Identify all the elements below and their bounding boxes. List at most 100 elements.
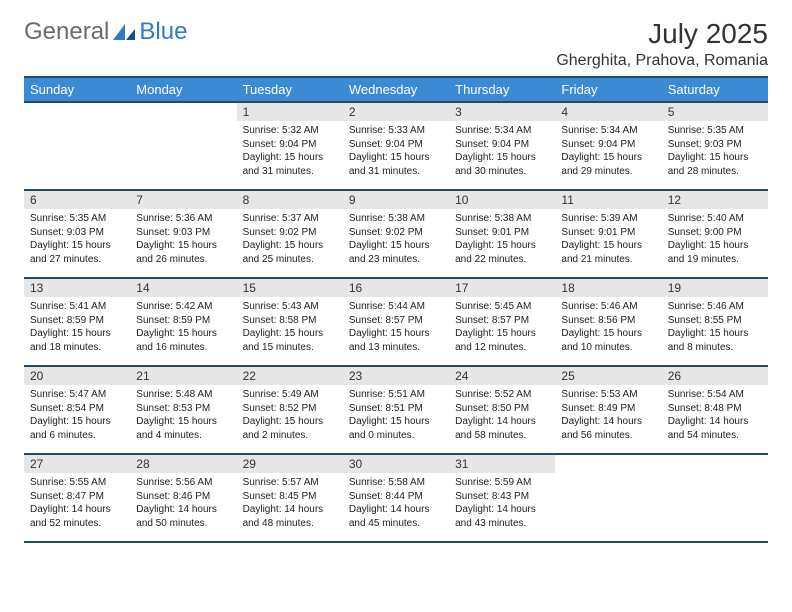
header: General Blue July 2025 Gherghita, Prahov… — [24, 18, 768, 70]
calendar-empty-cell — [24, 102, 130, 190]
calendar-day-cell: 31Sunrise: 5:59 AMSunset: 8:43 PMDayligh… — [449, 454, 555, 542]
month-title: July 2025 — [556, 18, 768, 50]
day-number: 19 — [662, 279, 768, 297]
calendar-day-cell: 13Sunrise: 5:41 AMSunset: 8:59 PMDayligh… — [24, 278, 130, 366]
day-number: 20 — [24, 367, 130, 385]
day-number: 27 — [24, 455, 130, 473]
calendar-day-cell: 21Sunrise: 5:48 AMSunset: 8:53 PMDayligh… — [130, 366, 236, 454]
day-details: Sunrise: 5:49 AMSunset: 8:52 PMDaylight:… — [237, 385, 343, 446]
day-number: 14 — [130, 279, 236, 297]
weekday-header: Sunday — [24, 77, 130, 102]
calendar-week-row: 1Sunrise: 5:32 AMSunset: 9:04 PMDaylight… — [24, 102, 768, 190]
day-number: 12 — [662, 191, 768, 209]
calendar-day-cell: 29Sunrise: 5:57 AMSunset: 8:45 PMDayligh… — [237, 454, 343, 542]
calendar-day-cell: 5Sunrise: 5:35 AMSunset: 9:03 PMDaylight… — [662, 102, 768, 190]
day-number: 10 — [449, 191, 555, 209]
day-details: Sunrise: 5:55 AMSunset: 8:47 PMDaylight:… — [24, 473, 130, 534]
calendar-day-cell: 18Sunrise: 5:46 AMSunset: 8:56 PMDayligh… — [555, 278, 661, 366]
day-details: Sunrise: 5:35 AMSunset: 9:03 PMDaylight:… — [24, 209, 130, 270]
weekday-header: Friday — [555, 77, 661, 102]
calendar-day-cell: 28Sunrise: 5:56 AMSunset: 8:46 PMDayligh… — [130, 454, 236, 542]
calendar-day-cell: 10Sunrise: 5:38 AMSunset: 9:01 PMDayligh… — [449, 190, 555, 278]
calendar-day-cell: 19Sunrise: 5:46 AMSunset: 8:55 PMDayligh… — [662, 278, 768, 366]
day-number: 31 — [449, 455, 555, 473]
calendar-body: 1Sunrise: 5:32 AMSunset: 9:04 PMDaylight… — [24, 102, 768, 542]
day-details: Sunrise: 5:53 AMSunset: 8:49 PMDaylight:… — [555, 385, 661, 446]
day-details: Sunrise: 5:52 AMSunset: 8:50 PMDaylight:… — [449, 385, 555, 446]
day-details: Sunrise: 5:37 AMSunset: 9:02 PMDaylight:… — [237, 209, 343, 270]
weekday-header: Saturday — [662, 77, 768, 102]
day-details: Sunrise: 5:57 AMSunset: 8:45 PMDaylight:… — [237, 473, 343, 534]
day-details: Sunrise: 5:59 AMSunset: 8:43 PMDaylight:… — [449, 473, 555, 534]
weekday-header: Monday — [130, 77, 236, 102]
calendar-day-cell: 4Sunrise: 5:34 AMSunset: 9:04 PMDaylight… — [555, 102, 661, 190]
calendar-day-cell: 12Sunrise: 5:40 AMSunset: 9:00 PMDayligh… — [662, 190, 768, 278]
day-number: 16 — [343, 279, 449, 297]
day-number: 28 — [130, 455, 236, 473]
calendar-day-cell: 16Sunrise: 5:44 AMSunset: 8:57 PMDayligh… — [343, 278, 449, 366]
calendar-day-cell: 9Sunrise: 5:38 AMSunset: 9:02 PMDaylight… — [343, 190, 449, 278]
calendar-table: SundayMondayTuesdayWednesdayThursdayFrid… — [24, 76, 768, 543]
day-number: 22 — [237, 367, 343, 385]
day-number: 25 — [555, 367, 661, 385]
calendar-week-row: 20Sunrise: 5:47 AMSunset: 8:54 PMDayligh… — [24, 366, 768, 454]
day-number: 29 — [237, 455, 343, 473]
brand-part2: Blue — [139, 18, 187, 46]
day-details: Sunrise: 5:46 AMSunset: 8:55 PMDaylight:… — [662, 297, 768, 358]
day-number: 3 — [449, 103, 555, 121]
calendar-day-cell: 30Sunrise: 5:58 AMSunset: 8:44 PMDayligh… — [343, 454, 449, 542]
calendar-week-row: 6Sunrise: 5:35 AMSunset: 9:03 PMDaylight… — [24, 190, 768, 278]
day-details: Sunrise: 5:39 AMSunset: 9:01 PMDaylight:… — [555, 209, 661, 270]
day-details: Sunrise: 5:35 AMSunset: 9:03 PMDaylight:… — [662, 121, 768, 182]
day-number: 13 — [24, 279, 130, 297]
day-details: Sunrise: 5:40 AMSunset: 9:00 PMDaylight:… — [662, 209, 768, 270]
calendar-empty-cell — [555, 454, 661, 542]
day-number: 7 — [130, 191, 236, 209]
day-number: 23 — [343, 367, 449, 385]
day-details: Sunrise: 5:56 AMSunset: 8:46 PMDaylight:… — [130, 473, 236, 534]
calendar-day-cell: 11Sunrise: 5:39 AMSunset: 9:01 PMDayligh… — [555, 190, 661, 278]
weekday-header: Tuesday — [237, 77, 343, 102]
day-number: 17 — [449, 279, 555, 297]
day-details: Sunrise: 5:58 AMSunset: 8:44 PMDaylight:… — [343, 473, 449, 534]
calendar-empty-cell — [130, 102, 236, 190]
day-details: Sunrise: 5:34 AMSunset: 9:04 PMDaylight:… — [449, 121, 555, 182]
calendar-day-cell: 1Sunrise: 5:32 AMSunset: 9:04 PMDaylight… — [237, 102, 343, 190]
day-details: Sunrise: 5:47 AMSunset: 8:54 PMDaylight:… — [24, 385, 130, 446]
day-details: Sunrise: 5:34 AMSunset: 9:04 PMDaylight:… — [555, 121, 661, 182]
weekday-header: Thursday — [449, 77, 555, 102]
day-details: Sunrise: 5:42 AMSunset: 8:59 PMDaylight:… — [130, 297, 236, 358]
calendar-day-cell: 17Sunrise: 5:45 AMSunset: 8:57 PMDayligh… — [449, 278, 555, 366]
title-block: July 2025 Gherghita, Prahova, Romania — [556, 18, 768, 70]
day-details: Sunrise: 5:44 AMSunset: 8:57 PMDaylight:… — [343, 297, 449, 358]
calendar-header: SundayMondayTuesdayWednesdayThursdayFrid… — [24, 77, 768, 102]
calendar-day-cell: 15Sunrise: 5:43 AMSunset: 8:58 PMDayligh… — [237, 278, 343, 366]
brand-logo: General Blue — [24, 18, 187, 46]
day-number: 11 — [555, 191, 661, 209]
calendar-day-cell: 6Sunrise: 5:35 AMSunset: 9:03 PMDaylight… — [24, 190, 130, 278]
calendar-page: General Blue July 2025 Gherghita, Prahov… — [0, 0, 792, 543]
calendar-day-cell: 24Sunrise: 5:52 AMSunset: 8:50 PMDayligh… — [449, 366, 555, 454]
calendar-day-cell: 25Sunrise: 5:53 AMSunset: 8:49 PMDayligh… — [555, 366, 661, 454]
weekday-header: Wednesday — [343, 77, 449, 102]
day-details: Sunrise: 5:33 AMSunset: 9:04 PMDaylight:… — [343, 121, 449, 182]
calendar-day-cell: 14Sunrise: 5:42 AMSunset: 8:59 PMDayligh… — [130, 278, 236, 366]
calendar-day-cell: 26Sunrise: 5:54 AMSunset: 8:48 PMDayligh… — [662, 366, 768, 454]
day-number: 2 — [343, 103, 449, 121]
day-details: Sunrise: 5:41 AMSunset: 8:59 PMDaylight:… — [24, 297, 130, 358]
day-number: 15 — [237, 279, 343, 297]
day-number: 6 — [24, 191, 130, 209]
calendar-day-cell: 22Sunrise: 5:49 AMSunset: 8:52 PMDayligh… — [237, 366, 343, 454]
day-details: Sunrise: 5:54 AMSunset: 8:48 PMDaylight:… — [662, 385, 768, 446]
calendar-week-row: 27Sunrise: 5:55 AMSunset: 8:47 PMDayligh… — [24, 454, 768, 542]
day-number: 26 — [662, 367, 768, 385]
calendar-day-cell: 20Sunrise: 5:47 AMSunset: 8:54 PMDayligh… — [24, 366, 130, 454]
day-number: 24 — [449, 367, 555, 385]
calendar-week-row: 13Sunrise: 5:41 AMSunset: 8:59 PMDayligh… — [24, 278, 768, 366]
calendar-day-cell: 8Sunrise: 5:37 AMSunset: 9:02 PMDaylight… — [237, 190, 343, 278]
calendar-empty-cell — [662, 454, 768, 542]
day-details: Sunrise: 5:48 AMSunset: 8:53 PMDaylight:… — [130, 385, 236, 446]
calendar-day-cell: 27Sunrise: 5:55 AMSunset: 8:47 PMDayligh… — [24, 454, 130, 542]
location: Gherghita, Prahova, Romania — [556, 52, 768, 70]
day-number: 9 — [343, 191, 449, 209]
